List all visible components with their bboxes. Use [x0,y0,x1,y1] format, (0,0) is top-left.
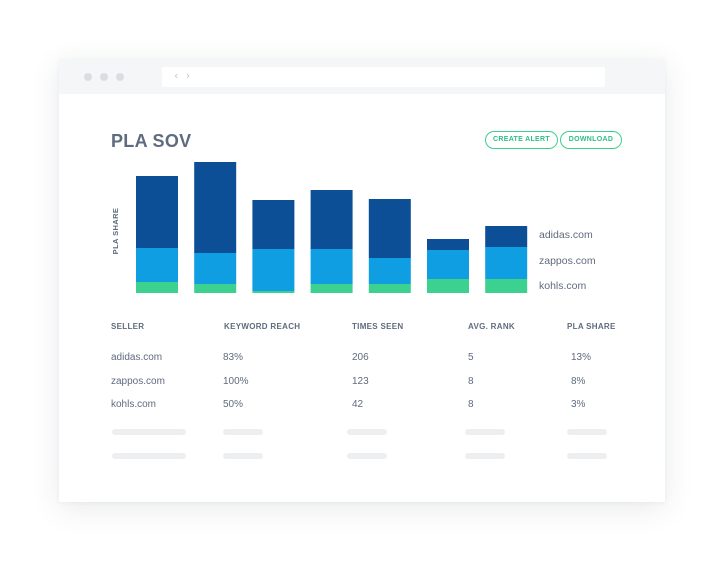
bar-segment-zappos-com [310,249,353,284]
placeholder-bar [223,429,263,435]
placeholder-bar [567,429,607,435]
bar-segment-adidas-com [194,162,237,253]
header-seller: SELLER [111,322,145,331]
bar-segment-kohls-com [368,284,411,293]
placeholder-bar [112,429,186,435]
placeholder-bar [347,429,387,435]
browser-window: ‹ › PLA SOV CREATE ALERT DOWNLOAD PLA SH… [59,59,665,502]
placeholder-bar [347,453,387,459]
cell-keyword-reach: 50% [223,399,244,410]
header-pla-share: PLA SHARE [567,322,616,331]
bar-segment-kohls-com [252,291,295,293]
legend-item-kohls-com: kohls.com [539,280,587,292]
cell-pla-share: 13% [571,352,592,363]
bar-segment-zappos-com [252,249,295,291]
address-bar[interactable]: ‹ › [162,67,605,87]
placeholder-bar [223,453,263,459]
cell-times-seen: 42 [352,399,364,410]
placeholder-bar [465,429,505,435]
cell-avg-rank: 8 [468,376,474,387]
header-avg-rank: AVG. RANK [468,322,515,331]
cell-keyword-reach: 100% [223,376,249,387]
bar-segment-kohls-com [485,279,528,293]
cell-keyword-reach: 83% [223,352,244,363]
download-button[interactable]: DOWNLOAD [560,131,622,149]
bar-segment-kohls-com [310,284,353,293]
bar-segment-adidas-com [427,239,469,250]
cell-pla-share: 8% [571,376,586,387]
cell-avg-rank: 5 [468,352,474,363]
browser-titlebar: ‹ › [59,59,665,94]
cell-seller: zappos.com [111,376,165,387]
cell-pla-share: 3% [571,399,586,410]
create-alert-button[interactable]: CREATE ALERT [485,131,558,149]
legend-item-adidas-com: adidas.com [539,229,593,241]
header-keyword-reach: KEYWORD REACH [224,322,301,331]
bar-segment-zappos-com [485,247,528,279]
placeholder-bar [567,453,607,459]
cell-seller: kohls.com [111,399,157,410]
page-title: PLA SOV [111,131,192,151]
window-minimize-dot[interactable] [100,73,108,81]
bar-segment-kohls-com [136,282,178,293]
header-times-seen: TIMES SEEN [352,322,404,331]
bar-segment-adidas-com [310,190,353,249]
nav-arrows-icon[interactable]: ‹ › [174,69,193,82]
bar-segment-adidas-com [485,226,528,247]
bar-segment-adidas-com [368,199,411,258]
placeholder-bar [465,453,505,459]
cell-seller: adidas.com [111,352,163,363]
cell-avg-rank: 8 [468,399,474,410]
y-axis-label: PLA SHARE [111,208,120,255]
bar-segment-adidas-com [136,176,178,248]
bar-segment-kohls-com [427,279,469,293]
pla-share-chart: PLA SHARE adidas.com zappos.com kohls.com [111,162,596,293]
window-maximize-dot[interactable] [116,73,124,81]
legend-item-zappos-com: zappos.com [539,255,596,267]
window-close-dot[interactable] [84,73,92,81]
cell-times-seen: 123 [352,376,369,387]
bar-segment-zappos-com [194,253,237,284]
bar-segment-zappos-com [136,248,178,282]
bar-segment-adidas-com [252,200,295,249]
bar-segment-kohls-com [194,284,237,293]
bar-segment-zappos-com [368,258,411,284]
cell-times-seen: 206 [352,352,369,363]
bar-segment-zappos-com [427,250,469,279]
placeholder-bar [112,453,186,459]
